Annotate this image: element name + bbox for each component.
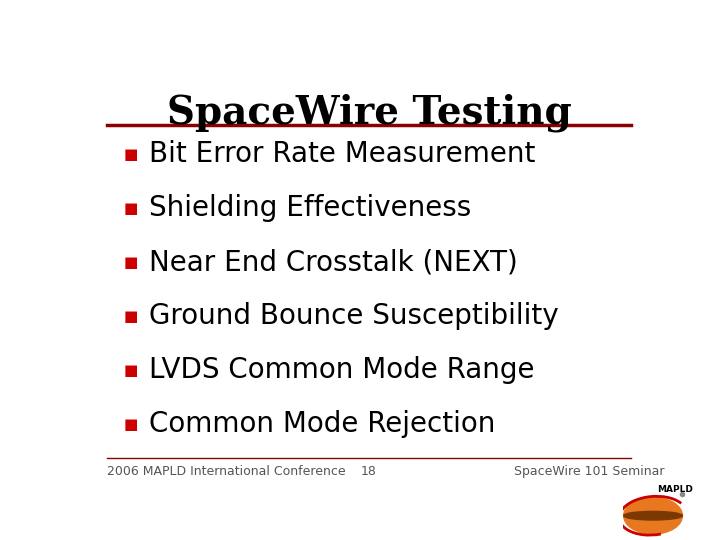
Text: ■: ■ bbox=[124, 147, 138, 161]
Text: LVDS Common Mode Range: LVDS Common Mode Range bbox=[148, 356, 534, 384]
Text: 18: 18 bbox=[361, 465, 377, 478]
Text: MAPLD: MAPLD bbox=[657, 485, 693, 494]
Text: Bit Error Rate Measurement: Bit Error Rate Measurement bbox=[148, 140, 535, 168]
Text: Shielding Effectiveness: Shielding Effectiveness bbox=[148, 194, 471, 222]
Text: 2006 MAPLD International Conference: 2006 MAPLD International Conference bbox=[107, 465, 346, 478]
Ellipse shape bbox=[624, 511, 683, 520]
Text: Common Mode Rejection: Common Mode Rejection bbox=[148, 410, 495, 438]
Text: ■: ■ bbox=[124, 255, 138, 270]
Text: ■: ■ bbox=[124, 201, 138, 216]
Text: Near End Crosstalk (NEXT): Near End Crosstalk (NEXT) bbox=[148, 248, 518, 276]
Text: SpaceWire 101 Seminar: SpaceWire 101 Seminar bbox=[514, 465, 665, 478]
Text: ■: ■ bbox=[124, 309, 138, 324]
Text: SpaceWire Testing: SpaceWire Testing bbox=[166, 94, 572, 132]
Text: ■: ■ bbox=[124, 363, 138, 378]
Circle shape bbox=[624, 497, 683, 534]
Text: Ground Bounce Susceptibility: Ground Bounce Susceptibility bbox=[148, 302, 558, 330]
Text: ■: ■ bbox=[124, 417, 138, 432]
